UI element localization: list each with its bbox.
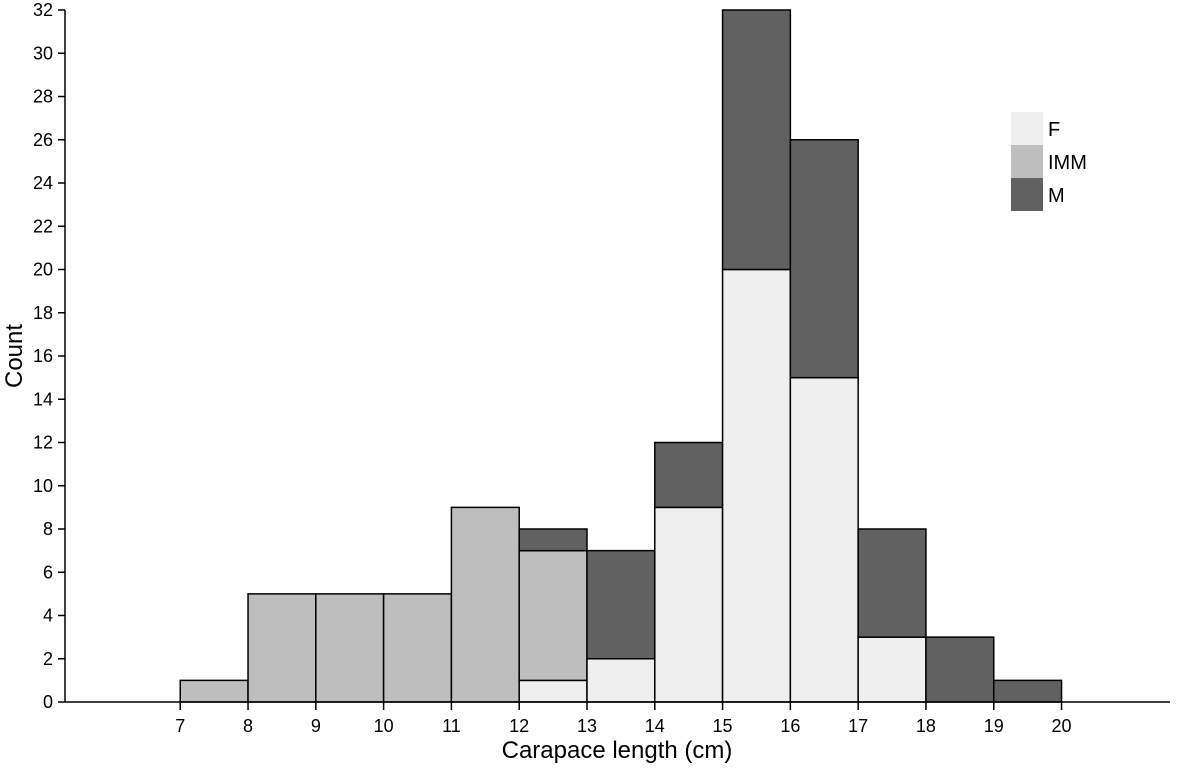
x-axis-label: Carapace length (cm)	[502, 737, 733, 764]
x-tick-label: 17	[848, 716, 868, 736]
x-tick-label: 15	[713, 716, 733, 736]
bar-m-bin-9	[789, 139, 859, 379]
x-tick-label: 20	[1052, 716, 1072, 736]
legend-swatch-imm	[1011, 145, 1043, 178]
bar-m-bin-6	[586, 549, 656, 660]
y-tick-label: 8	[43, 519, 53, 539]
bars-group	[179, 9, 1063, 703]
bar-m-bin-7	[654, 441, 724, 509]
y-tick-label: 20	[33, 260, 53, 280]
bar-imm-bin-0	[179, 679, 249, 703]
legend-label-imm: IMM	[1048, 152, 1087, 174]
y-tick-label: 16	[33, 346, 53, 366]
y-tick-label: 0	[43, 692, 53, 712]
legend-swatch-m	[1011, 178, 1043, 211]
y-tick-label: 18	[33, 303, 53, 323]
y-tick-label: 14	[33, 389, 53, 409]
y-tick-label: 24	[33, 173, 53, 193]
bar-imm-bin-3	[382, 593, 453, 703]
y-tick-label: 32	[33, 0, 53, 20]
y-tick-label: 4	[43, 606, 53, 626]
y-tick-label: 28	[33, 87, 53, 107]
y-tick-label: 6	[43, 562, 53, 582]
bar-imm-bin-2	[315, 593, 385, 703]
y-tick-label: 12	[33, 433, 53, 453]
y-tick-label: 26	[33, 130, 53, 150]
bar-f-bin-5	[518, 679, 588, 703]
bar-f-bin-9	[789, 376, 859, 703]
legend: F IMM M	[1011, 112, 1087, 211]
x-tick-label: 11	[442, 716, 461, 736]
bar-m-bin-11	[925, 636, 995, 703]
y-axis-label: Count	[1, 324, 28, 388]
x-tick-label: 19	[984, 716, 1004, 736]
x-tick-label: 18	[916, 716, 936, 736]
y-tick-label: 10	[33, 476, 53, 496]
legend-label-f: F	[1048, 119, 1060, 141]
x-tick-label: 16	[780, 716, 800, 736]
x-tick-label: 14	[645, 716, 665, 736]
bar-m-bin-8	[721, 9, 792, 271]
bar-f-bin-7	[654, 506, 724, 703]
y-tick-label: 30	[33, 43, 53, 63]
legend-swatch-f	[1011, 112, 1043, 145]
x-tick-label: 10	[374, 716, 394, 736]
bar-m-bin-5	[518, 528, 588, 552]
bar-f-bin-6	[586, 658, 656, 703]
x-tick-label: 7	[175, 716, 185, 736]
x-tick-label: 13	[577, 716, 597, 736]
y-tick-label: 22	[33, 216, 53, 236]
x-tick-label: 8	[243, 716, 253, 736]
bar-imm-bin-1	[247, 593, 317, 703]
legend-label-m: M	[1048, 185, 1065, 207]
bar-m-bin-10	[857, 528, 927, 638]
bar-m-bin-12	[992, 679, 1063, 703]
x-ticks-group: 7 8 9 10 11 12 13 14 15 16 17 18 19 20	[175, 702, 1072, 736]
y-tick-label: 2	[43, 649, 53, 669]
bar-imm-bin-4	[450, 506, 520, 703]
x-tick-label: 12	[509, 716, 529, 736]
bar-f-bin-8	[721, 268, 792, 703]
x-tick-label: 9	[311, 716, 321, 736]
bar-imm-bin-5	[518, 549, 588, 682]
bar-f-bin-10	[857, 636, 927, 703]
